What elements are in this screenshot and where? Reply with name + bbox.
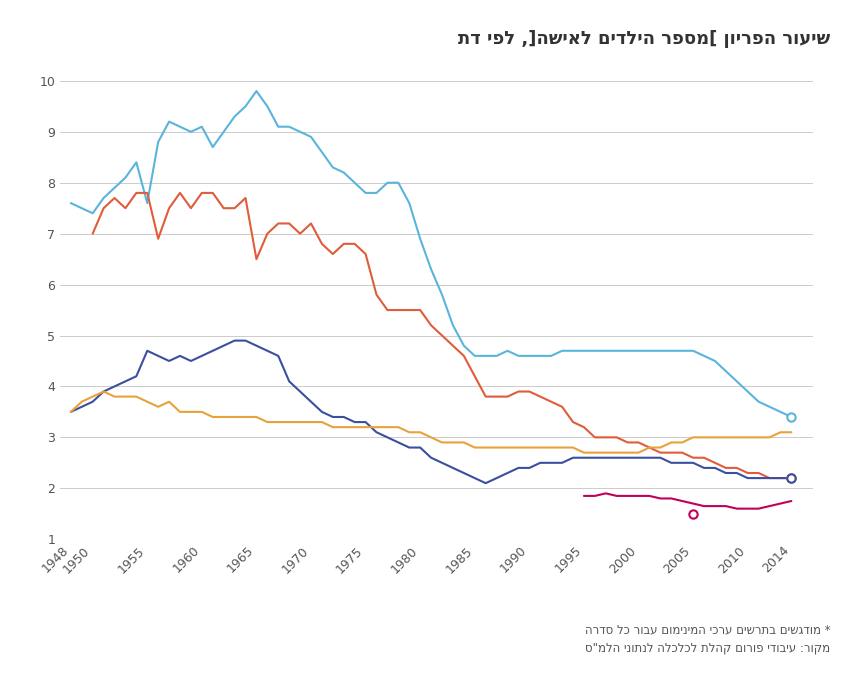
Text: ס"מלה ינותנל הלכלכל תלהק םורופ ידוביע :רוקמ: ס"מלה ינותנל הלכלכל תלהק םורופ ידוביע :ר… [586,642,830,654]
Text: תד יפל ,]השיאל םידליה רפסמ[ ןוירפה רועיש: תד יפל ,]השיאל םידליה רפסמ[ ןוירפה רועיש [458,30,830,49]
Text: הרדס לכ רובע םומינימה יכרע םישרתב םישגדומ *: הרדס לכ רובע םומינימה יכרע םישרתב םישגדו… [585,623,830,636]
